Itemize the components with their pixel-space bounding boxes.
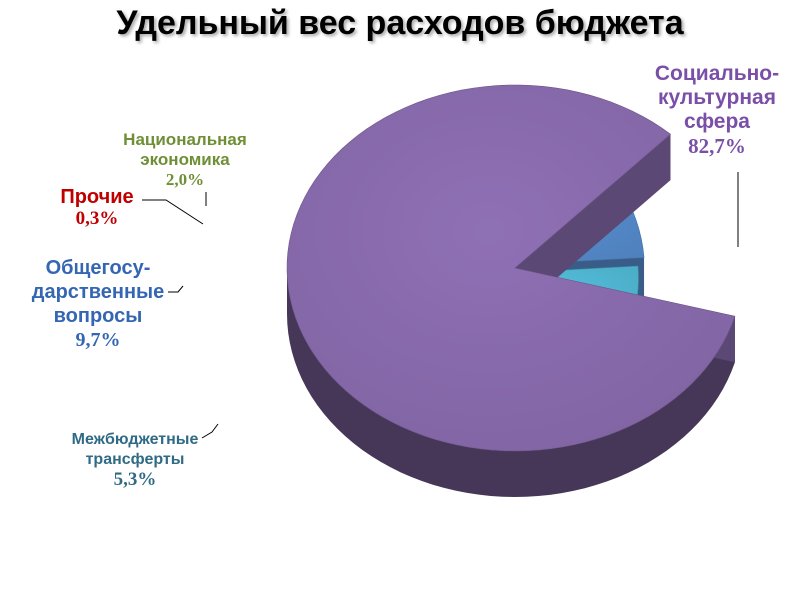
label-general: Общегосу- дарственные вопросы 9,7%: [8, 256, 188, 352]
label-economy-value: 2,0%: [165, 170, 205, 189]
label-economy-line1: Национальная: [123, 130, 247, 149]
label-general-value: 9,7%: [75, 329, 121, 351]
label-transfers-line2: трансферты: [85, 451, 185, 468]
label-economy: Национальная экономика 2,0%: [105, 130, 265, 190]
label-social-line1: Социально-: [654, 62, 780, 85]
label-general-line1: Общегосу-: [45, 257, 151, 279]
slice-social-cultural-top: [286, 84, 736, 452]
pie-slices: [286, 84, 736, 497]
leader-general: [168, 285, 184, 293]
label-social-line3: сфера: [684, 110, 750, 133]
leader-transfers: [201, 423, 219, 439]
chart-title: Удельный вес расходов бюджета: [116, 4, 684, 42]
label-social-value: 82,7%: [688, 134, 746, 158]
slice-social-cultural-side: [287, 268, 735, 497]
label-transfers-value: 5,3%: [113, 469, 157, 490]
label-other: Прочие 0,3%: [42, 186, 152, 230]
leader-other: [142, 199, 204, 225]
label-general-line3: вопросы: [53, 305, 143, 327]
label-social-line2: культурная: [658, 86, 776, 109]
label-other-value: 0,3%: [75, 208, 119, 229]
label-other-line1: Прочие: [60, 186, 134, 208]
leader-lines: [142, 172, 739, 439]
label-transfers: Межбюджетные трансферты 5,3%: [50, 430, 220, 490]
label-transfers-line1: Межбюджетные: [71, 431, 199, 448]
slice-social-cultural: [286, 84, 736, 497]
label-social: Социально- культурная сфера 82,7%: [622, 62, 800, 158]
slice-social-cultural-face-1: [515, 134, 671, 314]
label-general-line2: дарственные: [31, 281, 165, 303]
label-economy-line2: экономика: [140, 150, 230, 169]
